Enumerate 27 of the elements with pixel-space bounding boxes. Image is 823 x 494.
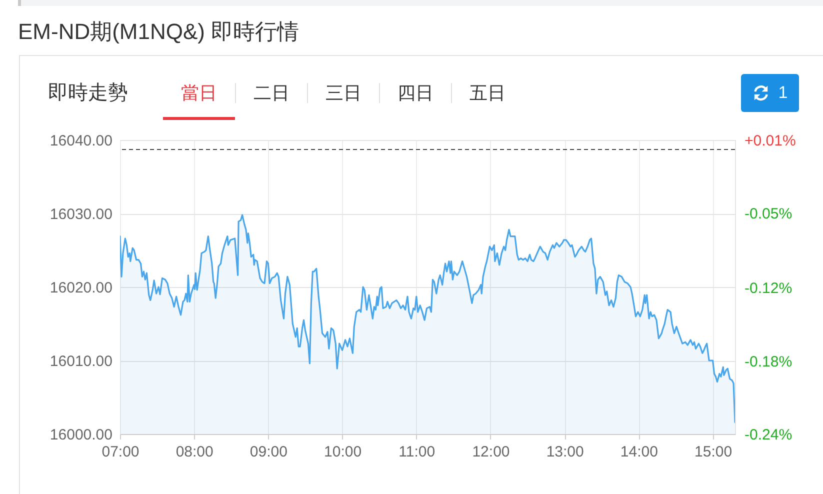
x-tick-label: 12:00: [472, 444, 510, 460]
text: 二日: [235, 83, 307, 103]
y-tick-label: 16020.00: [50, 280, 112, 296]
y2-tick-label: -0.24%: [744, 426, 792, 444]
y2-tick-label: -0.12%: [744, 280, 792, 298]
x-tick-label: 08:00: [176, 444, 214, 460]
y2-tick-label: -0.05%: [744, 206, 792, 223]
text: 當日: [180, 83, 218, 103]
x-tick-label: 13:00: [546, 444, 584, 460]
x-tick-label: 15:00: [694, 444, 732, 460]
text: 三日: [307, 83, 379, 103]
x-tick-label: 14:00: [620, 444, 658, 460]
chart-subtitle: 即時走勢: [48, 81, 128, 106]
text: 五日: [451, 83, 523, 103]
x-tick-label: 11:00: [398, 444, 436, 460]
y-tick-label: 16010.00: [50, 353, 112, 370]
y-tick-label: 16000.00: [50, 426, 112, 444]
x-tick-label: 07:00: [102, 444, 140, 460]
refresh-button: 1: [741, 74, 799, 112]
y-tick-label: 16040.00: [50, 132, 112, 150]
chart-title: EM-ND期(M1NQ&) 即時行情: [18, 18, 300, 46]
x-tick-label: 10:00: [324, 444, 362, 460]
y2-tick-label: +0.01%: [744, 132, 796, 150]
x-tick-label: 09:00: [250, 444, 288, 460]
y2-tick-label: -0.18%: [744, 353, 792, 370]
text: 四日: [379, 83, 451, 103]
y-tick-label: 16030.00: [50, 206, 112, 223]
